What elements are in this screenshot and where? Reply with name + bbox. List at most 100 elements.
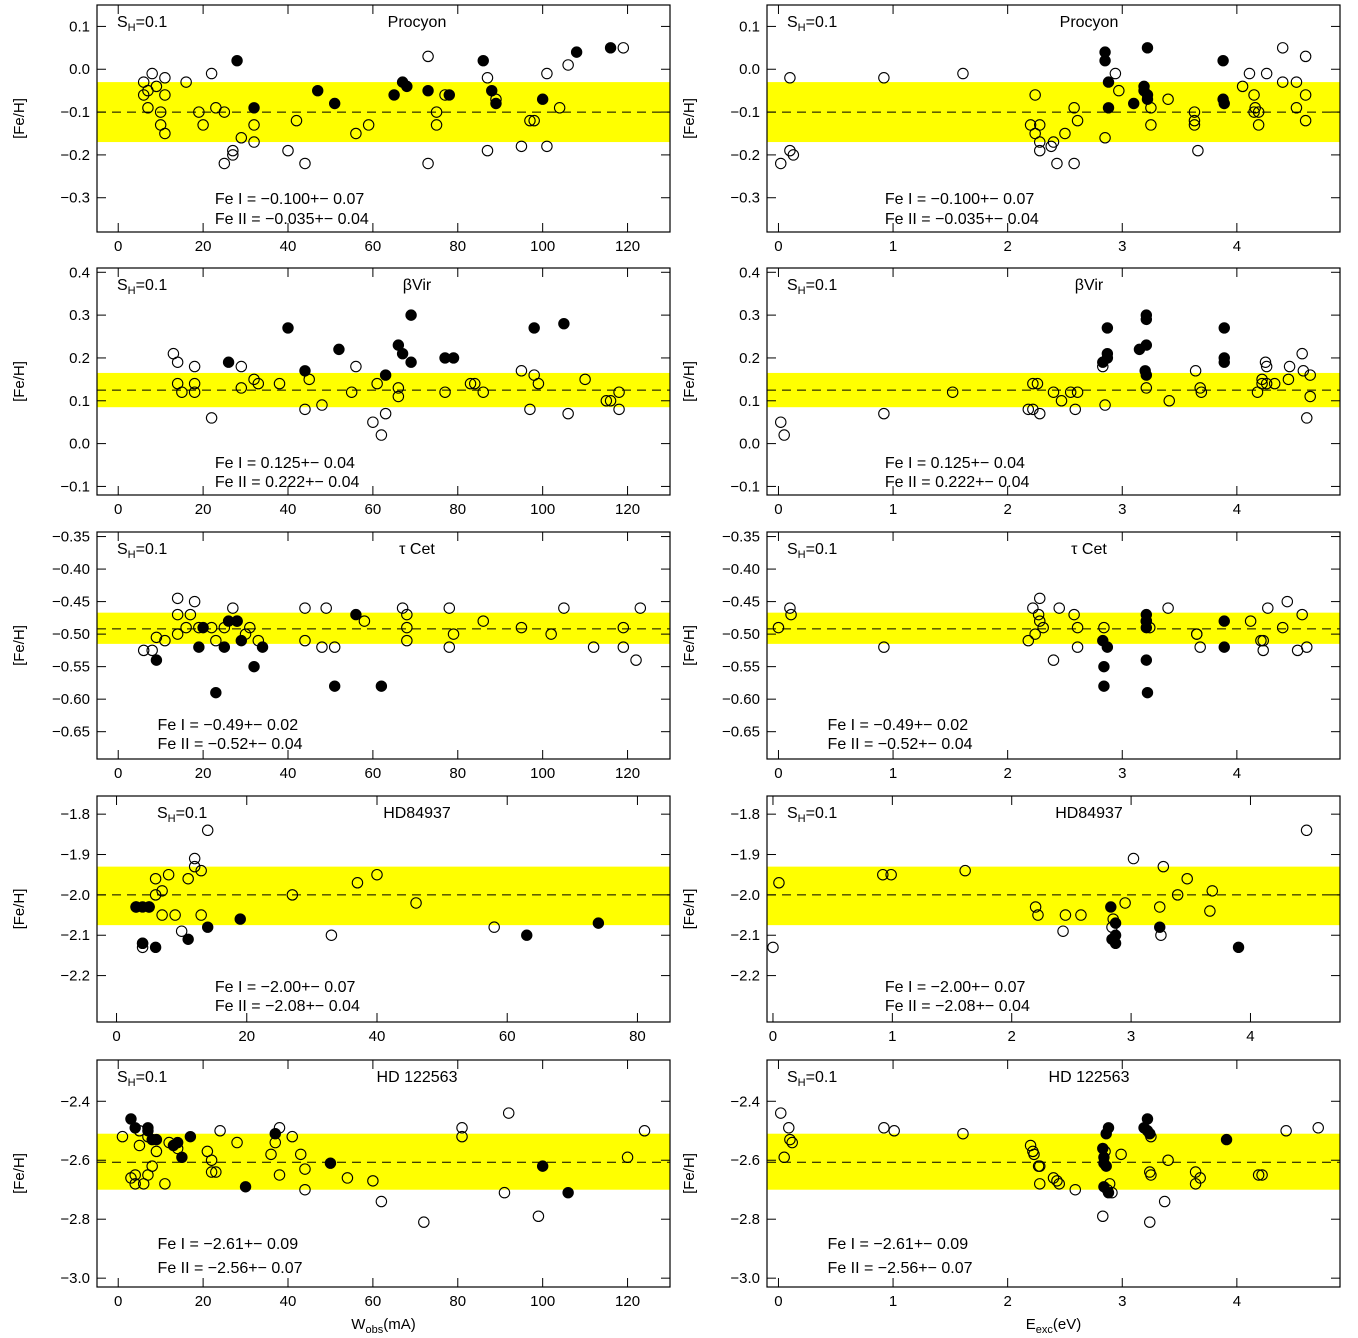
fe1-point <box>558 602 570 614</box>
fe1-point <box>477 386 489 398</box>
x-tick-label: 60 <box>365 238 382 255</box>
y-tick-label: −0.40 <box>52 561 90 578</box>
sh-label-value: =0.1 <box>806 14 838 31</box>
fe1-point <box>129 1169 141 1181</box>
fe1-point <box>1028 1148 1040 1161</box>
star-name: τ Cet <box>399 541 435 558</box>
fe1-point <box>878 72 890 84</box>
star-name: Procyon <box>1060 14 1119 31</box>
fe1-point <box>1047 1172 1060 1184</box>
sh-label-sub: H <box>168 813 176 825</box>
fe1-point <box>1290 76 1303 88</box>
x-tick-label: 60 <box>365 1293 382 1310</box>
sh-label: SH=0.1 <box>117 541 167 561</box>
sh-label-s: S <box>117 541 128 558</box>
panel-3: 0 20 40 60 80 100 120 0.4 0.3 0.2 0.1 0.0 −0.1 [Fe/H]… <box>11 264 671 518</box>
x-tick-label: 20 <box>195 1293 212 1310</box>
fe1-point <box>1301 412 1313 424</box>
fe1-point <box>1304 390 1316 403</box>
fe2-point <box>1141 686 1154 699</box>
fe1-result: Fe I = 0.125+− 0.04 <box>215 455 355 472</box>
fe1-point <box>957 67 969 80</box>
fe1-point <box>175 925 188 937</box>
fe1-point <box>231 1136 243 1149</box>
fe2-point <box>396 347 409 360</box>
sh-label-s: S <box>157 805 168 822</box>
y-axis-label: [Fe/H] <box>681 889 698 930</box>
panel-7: 0 20 40 60 80 −1.8 −1.9 −2.0 −2.1 −2.2 [Fe/H] SH=0.… <box>11 795 671 1045</box>
x-axis-label: Wobs(mA) <box>351 1316 415 1336</box>
y-axis-label: [Fe/H] <box>681 361 698 402</box>
fe1-point <box>154 106 167 118</box>
y-tick-label: 0.1 <box>739 393 760 410</box>
fe1-point <box>878 641 890 653</box>
fe1-point <box>541 67 553 80</box>
fe1-point <box>1262 602 1274 614</box>
fe1-point <box>169 909 181 921</box>
fe1-point <box>613 386 625 398</box>
fe2-point <box>375 680 388 692</box>
y-tick-label: 0.2 <box>739 350 760 367</box>
fe1-point <box>1115 1148 1127 1161</box>
sh-label-sub: H <box>128 1077 136 1089</box>
x-tick-label: 80 <box>449 1293 466 1310</box>
fe1-point <box>443 641 456 653</box>
fe1-point <box>524 114 536 127</box>
fe1-point <box>1022 634 1035 647</box>
y-tick-label: −0.1 <box>730 478 760 495</box>
x-tick-label: 1 <box>888 1028 896 1045</box>
fe2-point <box>218 641 231 653</box>
fe1-point <box>1127 852 1140 865</box>
fe1-point <box>1259 356 1272 368</box>
fe1-point <box>371 377 383 390</box>
sh-label-sub: H <box>128 22 136 34</box>
fe1-point <box>116 1130 129 1143</box>
fe1-point <box>1059 127 1071 140</box>
panel-4: 0 1 2 3 4 0.4 0.3 0.2 0.1 0.0 −0.1 [Fe/H] SH=0.1 βVir… <box>681 264 1341 518</box>
y-tick-label: −2.0 <box>730 887 760 904</box>
panel-2: 0 1 2 3 4 0.1 0.0 −0.1 −0.2 −0.3 [Fe/H] SH=0.1 Procy… <box>681 4 1341 255</box>
y-tick-label: −0.2 <box>60 147 90 164</box>
fe2-point <box>248 102 260 114</box>
sh-label: SH=0.1 <box>787 1069 837 1089</box>
fe2-point <box>1128 97 1140 110</box>
fe2-point <box>1140 621 1153 634</box>
fe2-point <box>592 917 605 929</box>
fe1-point <box>248 373 260 386</box>
fe1-point <box>150 80 163 93</box>
fe1-point <box>1189 365 1202 377</box>
fe1-point <box>1194 1172 1206 1184</box>
fe1-point <box>562 407 574 420</box>
fe1-point <box>469 377 481 390</box>
sh-label-value: =0.1 <box>806 541 838 558</box>
fe2-point <box>312 84 324 97</box>
y-axis-label: [Fe/H] <box>681 98 698 139</box>
fe2-point <box>150 1133 163 1146</box>
fe1-point <box>1119 897 1131 909</box>
fe1-point <box>784 602 796 614</box>
y-tick-label: −3.0 <box>730 1270 760 1287</box>
y-tick-label: −3.0 <box>60 1270 90 1287</box>
y-tick-label: 0.1 <box>739 18 760 35</box>
fe1-point <box>532 377 545 390</box>
x-tick-label: 0 <box>114 238 122 255</box>
fe1-point <box>1071 641 1084 653</box>
fe1-point <box>362 119 375 131</box>
fe1-point <box>1029 628 1041 640</box>
fe1-point <box>1027 403 1039 416</box>
sh-label-s: S <box>787 277 798 294</box>
fe2-point <box>379 369 392 381</box>
fe2-point <box>405 356 417 368</box>
fe1-point <box>1276 42 1289 54</box>
fe2-point <box>1101 347 1114 360</box>
fe1-result: Fe I = 0.125+− 0.04 <box>885 455 1025 472</box>
fe1-point <box>341 1172 354 1184</box>
fe1-point <box>379 407 392 420</box>
fe1-point <box>1171 889 1184 901</box>
x-tick-label: 3 <box>1118 501 1126 518</box>
fe1-point <box>328 641 341 653</box>
fe1-point <box>1312 1122 1324 1134</box>
fe2-point <box>1140 608 1153 621</box>
fe2-result: Fe II = −0.035+− 0.04 <box>215 211 369 228</box>
